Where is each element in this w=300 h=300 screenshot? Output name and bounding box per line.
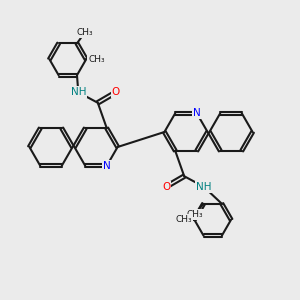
Text: O: O: [112, 87, 120, 97]
Text: NH: NH: [70, 87, 86, 97]
Text: N: N: [193, 108, 201, 118]
Text: CH₃: CH₃: [176, 215, 192, 224]
Text: O: O: [162, 182, 170, 192]
Text: NH: NH: [196, 182, 212, 192]
Text: CH₃: CH₃: [186, 210, 203, 219]
Text: CH₃: CH₃: [88, 55, 105, 64]
Text: N: N: [103, 161, 111, 171]
Text: CH₃: CH₃: [76, 28, 93, 38]
